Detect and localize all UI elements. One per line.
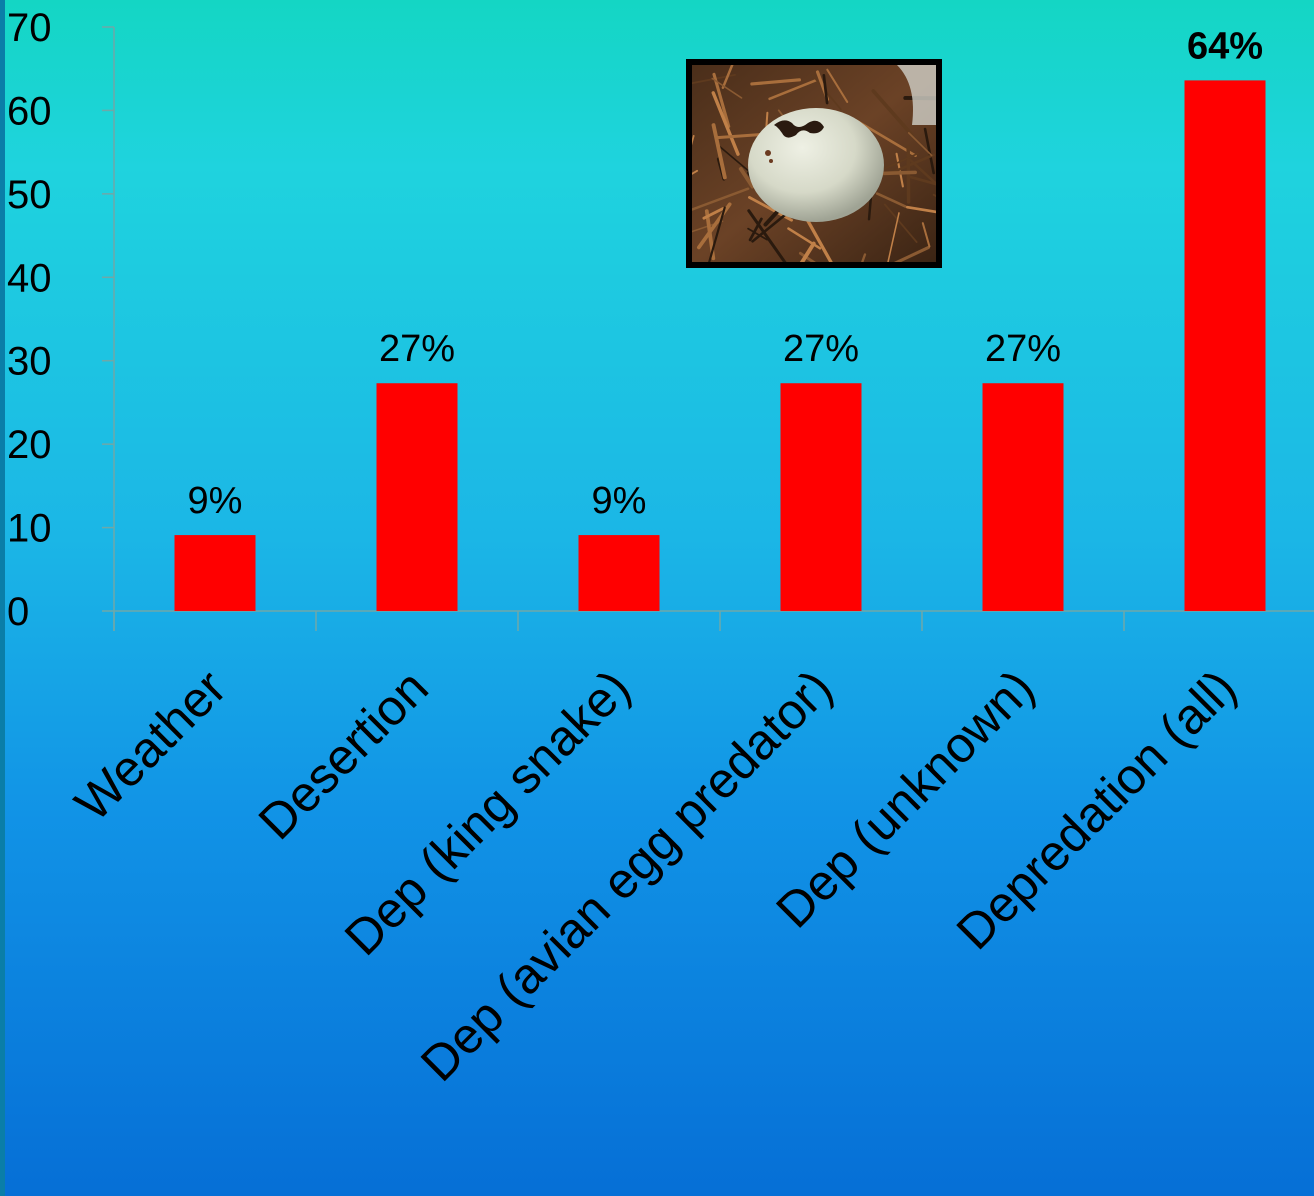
bar-value-label: 27% — [783, 328, 859, 370]
bar — [780, 383, 862, 611]
x-tick-label: Dep (avian egg predator) — [410, 659, 843, 1092]
chart-axes — [113, 27, 1314, 631]
y-tick-label: 0 — [7, 590, 29, 634]
bar — [376, 383, 458, 611]
bar — [982, 383, 1064, 611]
chart-bars — [174, 80, 1266, 611]
bar-value-label: 9% — [188, 480, 243, 522]
y-tick-label: 60 — [7, 89, 52, 133]
bar — [578, 535, 660, 611]
bar-value-label: 27% — [379, 328, 455, 370]
egg — [748, 108, 884, 222]
y-tick-label: 70 — [7, 6, 52, 50]
y-tick-label: 30 — [7, 340, 52, 384]
y-axis-ticks: 0 10 20 30 40 50 60 70 — [7, 6, 114, 634]
y-tick-label: 20 — [7, 423, 52, 467]
egg-hole — [774, 120, 824, 138]
x-tick-label: Desertion — [248, 659, 439, 850]
bar-value-label: 27% — [985, 328, 1061, 370]
y-tick-label: 40 — [7, 256, 52, 300]
egg-nest-photo — [686, 59, 942, 268]
egg-photo-image — [692, 65, 936, 262]
x-tick-label: Weather — [64, 659, 237, 832]
left-edge-strip — [0, 0, 5, 1196]
bar — [174, 535, 256, 611]
chart-data-labels: 9% 27% 9% 27% 27% 64% — [188, 25, 1263, 522]
y-tick-label: 50 — [7, 173, 52, 217]
bar — [1184, 80, 1266, 611]
bar-value-label: 9% — [592, 480, 647, 522]
bar-value-label: 64% — [1187, 25, 1263, 67]
y-tick-label: 10 — [7, 507, 52, 551]
